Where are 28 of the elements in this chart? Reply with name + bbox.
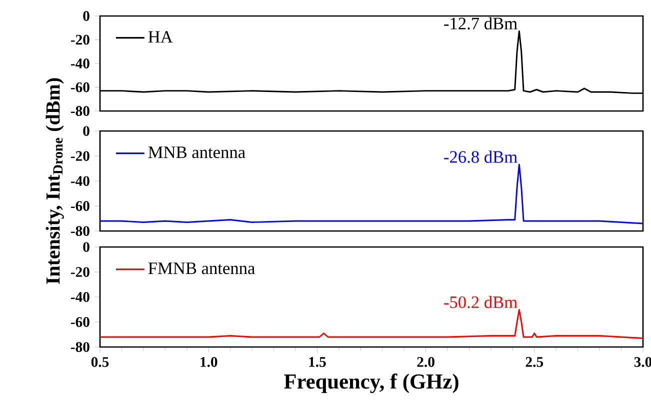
x-tick-label: 1.0: [200, 357, 218, 368]
y-axis-title: Intensity, Int$_{Drone}$ (dBm): [46, 78, 64, 284]
x-tick-label: 2.5: [526, 357, 544, 367]
y-tick-label: -80: [70, 226, 90, 236]
x-tick-label: 2.0: [417, 357, 434, 368]
y-tick-label: -40: [70, 292, 90, 302]
y-tick-label: 0: [83, 11, 90, 21]
y-tick-label: -40: [70, 176, 90, 186]
y-tick-label: -20: [70, 267, 90, 277]
x-tick-label: 1.5: [309, 357, 326, 367]
annotation: -12.7 dBm: [444, 17, 518, 30]
legend-label: FMNB antenna: [148, 262, 255, 274]
y-tick-label: -60: [70, 317, 90, 327]
y-tick-label: -80: [70, 342, 90, 352]
y-tick-label: -20: [70, 151, 90, 161]
y-tick-label: -40: [70, 58, 90, 68]
annotation: -50.2 dBm: [444, 296, 518, 308]
y-tick-label: 0: [83, 242, 90, 252]
y-tick-label: -20: [70, 34, 90, 45]
annotation: -26.8 dBm: [444, 150, 518, 163]
x-axis-title: Frequency, f (GHz): [284, 374, 458, 394]
legend-label: HA: [148, 31, 173, 43]
y-tick-label: -60: [70, 201, 90, 211]
legend-label: MNB antenna: [148, 146, 246, 158]
y-tick-label: 0: [83, 126, 90, 136]
y-tick-label: -80: [70, 106, 90, 116]
x-tick-label: 0.5: [91, 357, 109, 368]
y-tick-label: -60: [70, 82, 90, 92]
